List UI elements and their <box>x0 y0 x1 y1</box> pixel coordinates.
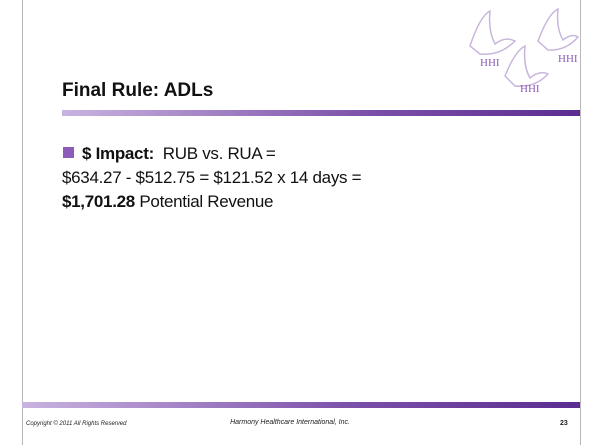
text: $634.27 - $512.75 = $121.52 x 14 days = <box>62 168 362 187</box>
frame-line <box>22 0 23 445</box>
slide-title: Final Rule: ADLs <box>62 80 214 101</box>
bullet-text: $ Impact: RUB vs. RUA = $634.27 - $512.7… <box>62 142 362 214</box>
frame-line <box>580 0 581 445</box>
text: Potential Revenue <box>139 192 274 211</box>
footer-bar <box>22 402 580 408</box>
logo-mark: HHI <box>558 53 578 65</box>
copyright: Copyright © 2011 All Rights Reserved <box>26 421 127 427</box>
logo: HHI HHI HHI <box>469 7 580 95</box>
bullet-label: $ Impact: <box>82 144 154 163</box>
logo-mark: HHI <box>480 57 500 69</box>
bullet-marker <box>63 147 74 158</box>
logo-mark: HHI <box>520 83 540 95</box>
title-bar <box>62 110 580 116</box>
company: Harmony Healthcare International, Inc. <box>230 419 350 426</box>
total: $1,701.28 <box>62 192 135 211</box>
page-number: 23 <box>560 420 568 427</box>
text: RUB vs. RUA = <box>162 144 276 163</box>
